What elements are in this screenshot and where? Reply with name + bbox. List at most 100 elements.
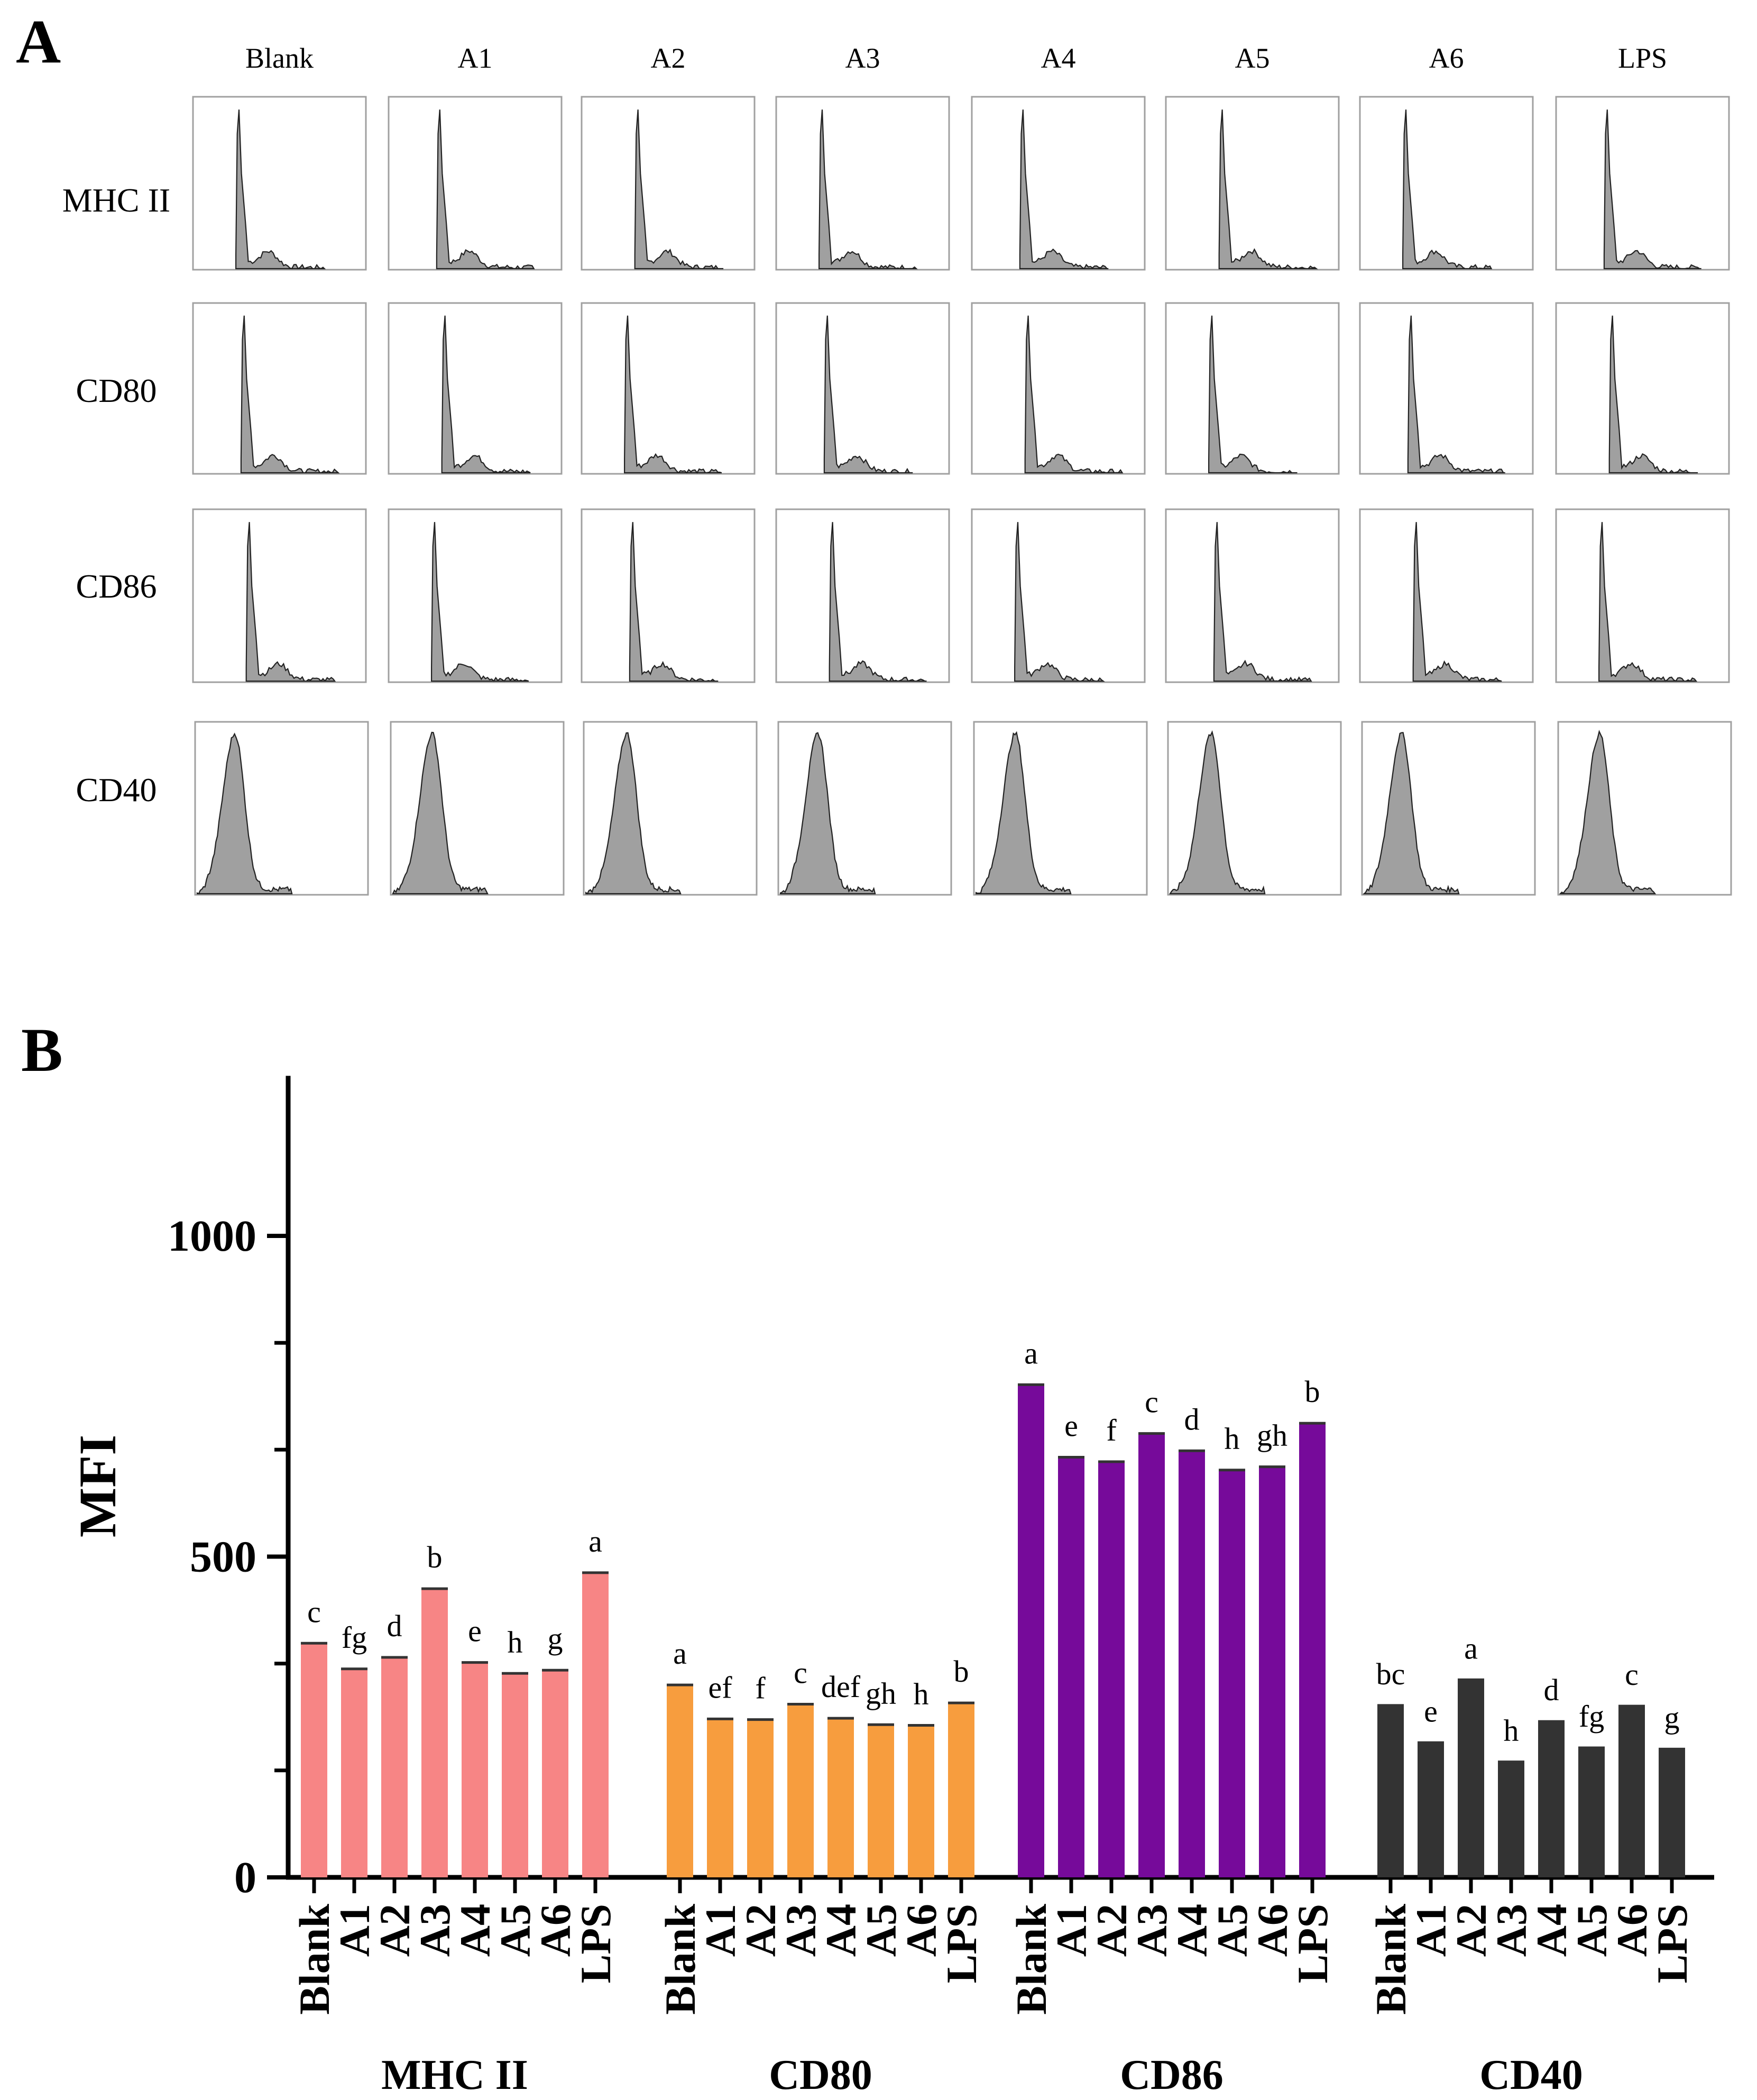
significance-letter: fg xyxy=(342,1620,367,1655)
histogram-panel xyxy=(1359,508,1534,683)
histogram-panel xyxy=(581,508,756,683)
histogram-panel xyxy=(1555,508,1730,683)
histogram-panel xyxy=(192,302,367,475)
histogram-frame xyxy=(1359,96,1534,271)
histogram-panel xyxy=(971,96,1146,271)
bar xyxy=(582,1572,609,1877)
significance-letter: d xyxy=(1544,1673,1559,1707)
histogram-column-label-a1: A1 xyxy=(458,42,493,74)
histogram-frame xyxy=(388,302,563,475)
y-tick-label: 0 xyxy=(234,1853,256,1902)
significance-letter: f xyxy=(1106,1413,1117,1447)
histogram-curve xyxy=(431,522,529,682)
group-label: MHC II xyxy=(381,2052,528,2098)
x-category-label: A4 xyxy=(1528,1904,1576,1957)
y-tick-label: 500 xyxy=(190,1533,256,1582)
bar xyxy=(1377,1705,1404,1877)
x-category-label: A2 xyxy=(1088,1904,1136,1957)
histogram-curve xyxy=(829,522,927,682)
histogram-frame xyxy=(1359,302,1534,475)
histogram-panel xyxy=(775,302,950,475)
histogram-curve xyxy=(779,732,876,895)
bar xyxy=(502,1673,528,1877)
bar xyxy=(908,1725,934,1877)
bar xyxy=(1418,1743,1444,1877)
bar xyxy=(1219,1470,1245,1877)
significance-letter: a xyxy=(673,1636,687,1671)
x-category-label: A1 xyxy=(330,1904,379,1957)
panel-a-letter: A xyxy=(16,7,61,76)
significance-letter: h xyxy=(914,1677,929,1711)
bar-group-cd80: Blank a A1 ef A2 f A3 c A4 def A5 gh A6 h LPS b xyxy=(656,1636,986,2015)
histogram-frame xyxy=(1165,508,1340,683)
histogram-curve xyxy=(823,315,913,474)
bar xyxy=(341,1668,367,1877)
histogram-curve xyxy=(1169,730,1266,895)
bar xyxy=(868,1725,894,1877)
histogram-curve xyxy=(436,109,535,270)
significance-letter: c xyxy=(1145,1385,1158,1419)
bar-group-mhc-ii: Blank c A1 fg A2 d A3 b A4 e A5 h A6 g LPS a xyxy=(290,1524,620,2015)
histogram-curve xyxy=(1014,522,1106,682)
histogram-curve xyxy=(1603,109,1701,270)
histogram-panel xyxy=(192,508,367,683)
x-category-label: A4 xyxy=(817,1904,865,1957)
bar xyxy=(1458,1680,1484,1877)
x-category-label: A5 xyxy=(491,1904,539,1957)
histogram-frame xyxy=(192,302,367,475)
significance-letter: a xyxy=(588,1524,602,1558)
histogram-curve xyxy=(1608,315,1698,474)
panel-a: A Blank A1 A2 A3 A4 A5 A6 LPS MHC II CD80 CD86 CD40 xyxy=(16,7,1732,896)
significance-letter: e xyxy=(468,1614,482,1648)
x-category-label: LPS xyxy=(1289,1904,1337,1983)
histogram-panel xyxy=(390,721,565,896)
x-category-label: Blank xyxy=(1007,1904,1055,2015)
histogram-curve xyxy=(634,109,724,270)
bar-group-cd86: Blank a A1 e A2 f A3 c A4 d A5 h A6 gh LPS b xyxy=(1007,1336,1337,2014)
histogram-curve xyxy=(1412,522,1502,683)
histogram-frame xyxy=(1555,508,1730,683)
histogram-column-label-blank: Blank xyxy=(245,42,314,74)
histogram-frame xyxy=(971,96,1146,271)
x-category-label: A6 xyxy=(1608,1904,1656,1957)
x-category-label: A6 xyxy=(531,1904,579,1957)
histogram-panel xyxy=(1557,721,1732,896)
bar xyxy=(1138,1433,1165,1877)
x-category-label: LPS xyxy=(572,1904,620,1983)
significance-letter: gh xyxy=(866,1676,896,1710)
histogram-panel xyxy=(194,721,369,896)
histogram-curve xyxy=(585,732,682,895)
bar xyxy=(1659,1749,1685,1877)
bar xyxy=(1058,1457,1084,1877)
bar xyxy=(421,1589,448,1877)
histogram-column-label-a6: A6 xyxy=(1429,42,1464,74)
significance-letter: h xyxy=(1225,1422,1240,1456)
x-category-label: A5 xyxy=(857,1904,905,1957)
histogram-curve xyxy=(441,315,531,474)
histogram-frame xyxy=(1555,302,1730,475)
histogram-curve xyxy=(1598,522,1698,682)
histogram-frame xyxy=(388,96,563,271)
histogram-column-label-a3: A3 xyxy=(845,42,880,74)
significance-letter: d xyxy=(1184,1402,1200,1436)
y-tick-label: 1000 xyxy=(168,1212,256,1261)
histogram-curve xyxy=(1208,315,1298,474)
bar xyxy=(381,1657,408,1877)
significance-letter: c xyxy=(794,1655,807,1690)
bar-group-cd40: Blank bc A1 e A2 a A3 h A4 d A5 fg A6 c LPS g xyxy=(1367,1631,1696,2014)
significance-letter: c xyxy=(307,1594,321,1629)
histogram-curve xyxy=(624,315,722,474)
x-category-label: LPS xyxy=(1648,1904,1696,1983)
histogram-frame xyxy=(192,96,367,271)
bar xyxy=(787,1704,814,1877)
significance-letter: b xyxy=(954,1654,969,1689)
bar xyxy=(747,1719,774,1877)
x-category-label: A2 xyxy=(1447,1904,1495,1957)
histogram-panel xyxy=(1165,302,1340,475)
bar xyxy=(462,1662,488,1877)
histogram-row-label-mhc-ii: MHC II xyxy=(62,181,170,219)
histogram-panel xyxy=(192,96,367,271)
histogram-curve xyxy=(240,315,340,474)
significance-letter: h xyxy=(508,1625,523,1659)
